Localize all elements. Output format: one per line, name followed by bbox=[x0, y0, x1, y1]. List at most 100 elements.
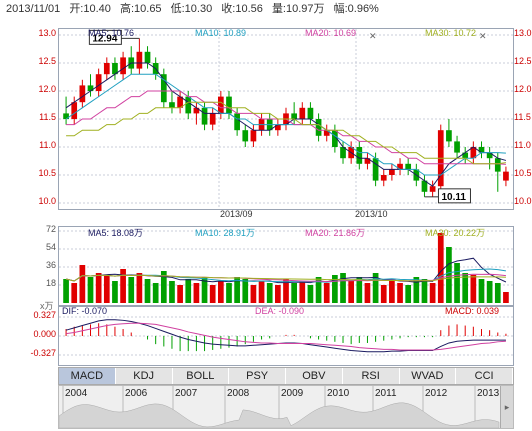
vol-ma5-label: MA5: 18.08万 bbox=[88, 228, 144, 238]
volume-bar bbox=[226, 283, 232, 303]
quote-low: 低:10.30 bbox=[170, 3, 213, 15]
volume-bar bbox=[405, 285, 412, 303]
volume-bar bbox=[185, 279, 192, 303]
candle-body bbox=[462, 152, 469, 159]
tab-cci[interactable]: CCI bbox=[456, 368, 513, 384]
candle-body bbox=[454, 141, 460, 153]
navigator-year-label: 2013 bbox=[477, 388, 500, 399]
volume-bar bbox=[486, 281, 493, 303]
vol-ma30-label: MA30: 20.22万 bbox=[425, 228, 486, 238]
price-y-tick-left: 10.0 bbox=[38, 196, 56, 206]
candle-body bbox=[250, 130, 257, 142]
volume-bar bbox=[323, 283, 330, 303]
volume-panel[interactable] bbox=[58, 226, 514, 306]
volume-bar bbox=[380, 285, 387, 303]
volume-bar bbox=[209, 285, 216, 303]
volume-bar bbox=[103, 275, 110, 303]
volume-bar bbox=[332, 275, 338, 303]
macd-y-tick: -0.327 bbox=[30, 348, 56, 358]
price-y-tick-right: 13.0 bbox=[514, 28, 532, 38]
quote-volume: 量:10.97万 bbox=[271, 3, 325, 15]
tab-kdj[interactable]: KDJ bbox=[116, 368, 173, 384]
navigator-year-label: 2008 bbox=[227, 388, 250, 399]
volume-bar bbox=[87, 277, 94, 303]
navigator-year-label: 2004 bbox=[65, 388, 88, 399]
macd-panel[interactable] bbox=[58, 306, 514, 366]
macd-y-tick: 0.000 bbox=[33, 329, 56, 339]
tab-boll[interactable]: BOLL bbox=[173, 368, 230, 384]
candle-body bbox=[299, 107, 306, 119]
quote-date: 2013/11/01 bbox=[6, 3, 61, 15]
macd-chart[interactable] bbox=[59, 307, 513, 365]
candle-body bbox=[332, 130, 338, 147]
navigator-chart[interactable] bbox=[59, 386, 513, 428]
price-x-tick-sep: 2013/09 bbox=[220, 209, 253, 219]
quote-close: 收:10.56 bbox=[221, 3, 263, 15]
candle-body bbox=[103, 63, 110, 75]
price-ma30-line bbox=[66, 101, 506, 165]
min-price-label: 10.11 bbox=[441, 192, 466, 203]
volume-bar bbox=[112, 281, 118, 303]
price-ma10-label: MA10: 10.89 bbox=[195, 28, 247, 38]
tab-macd[interactable]: MACD bbox=[59, 368, 116, 384]
price-ma5-label: MA5: 10.76 bbox=[88, 28, 135, 38]
macd-dif-label: DIF: -0.070 bbox=[62, 306, 108, 316]
tab-wvad[interactable]: WVAD bbox=[400, 368, 457, 384]
volume-bar bbox=[193, 283, 200, 303]
volume-chart[interactable] bbox=[59, 227, 513, 305]
indicator-tabs: MACD KDJ BOLL PSY OBV RSI WVAD CCI bbox=[58, 367, 514, 385]
navigator-year-label: 2006 bbox=[125, 388, 148, 399]
candle-body bbox=[169, 102, 175, 108]
candle-body bbox=[120, 57, 126, 75]
candle-body bbox=[470, 147, 477, 159]
volume-bar bbox=[372, 273, 379, 303]
quote-high: 高:10.65 bbox=[119, 3, 162, 15]
max-price-label: 12.94 bbox=[92, 33, 117, 44]
navigator-scroll-button[interactable]: ▸ bbox=[500, 386, 513, 428]
volume-bar bbox=[217, 281, 224, 303]
navigator-year-label: 2011 bbox=[375, 388, 397, 399]
navigator-year-label: 2007 bbox=[175, 388, 198, 399]
volume-bar bbox=[242, 279, 249, 303]
volume-bar bbox=[437, 233, 444, 303]
candle-body bbox=[291, 113, 297, 119]
volume-bar bbox=[397, 283, 403, 303]
candle-body bbox=[323, 130, 330, 136]
candle-body bbox=[201, 107, 208, 125]
candle-body bbox=[429, 186, 436, 192]
tab-rsi[interactable]: RSI bbox=[343, 368, 400, 384]
price-panel[interactable]: 12.94 10.11 ✕ ✕ bbox=[58, 28, 514, 210]
volume-bar bbox=[446, 247, 452, 303]
price-chart[interactable]: 12.94 10.11 ✕ ✕ bbox=[59, 29, 513, 209]
volume-bar bbox=[63, 279, 69, 303]
volume-bar bbox=[71, 283, 78, 303]
candle-body bbox=[136, 51, 143, 69]
volume-ma30-line bbox=[65, 274, 506, 282]
tab-obv[interactable]: OBV bbox=[286, 368, 343, 384]
price-x-tick-oct: 2013/10 bbox=[355, 209, 388, 219]
price-y-tick-right: 11.5 bbox=[514, 112, 531, 122]
volume-bar bbox=[258, 281, 265, 303]
candle-body bbox=[217, 96, 224, 114]
candle-body bbox=[340, 147, 346, 159]
volume-bar bbox=[364, 283, 371, 303]
volume-bar bbox=[169, 281, 175, 303]
volume-bar bbox=[356, 277, 363, 303]
volume-bar bbox=[421, 279, 428, 303]
volume-bar bbox=[136, 273, 143, 303]
volume-bar bbox=[478, 279, 485, 303]
price-ma10-line bbox=[65, 73, 506, 176]
candle-body bbox=[79, 85, 86, 103]
vol-ma20-label: MA20: 21.86万 bbox=[305, 228, 366, 238]
time-navigator[interactable]: ▸ 2004 2006 2007 2008 2009 2010 2011 2012 2013 bbox=[58, 385, 514, 429]
candle-body bbox=[112, 63, 118, 75]
candle-body bbox=[275, 124, 281, 131]
candle-body bbox=[478, 147, 485, 153]
tab-psy[interactable]: PSY bbox=[229, 368, 286, 384]
volume-bar bbox=[177, 285, 183, 303]
macd-dea-label: DEA: -0.090 bbox=[255, 306, 305, 316]
candle-body bbox=[177, 96, 183, 108]
candle-body bbox=[405, 163, 412, 170]
candle-body bbox=[356, 147, 363, 164]
volume-bar bbox=[299, 281, 306, 303]
